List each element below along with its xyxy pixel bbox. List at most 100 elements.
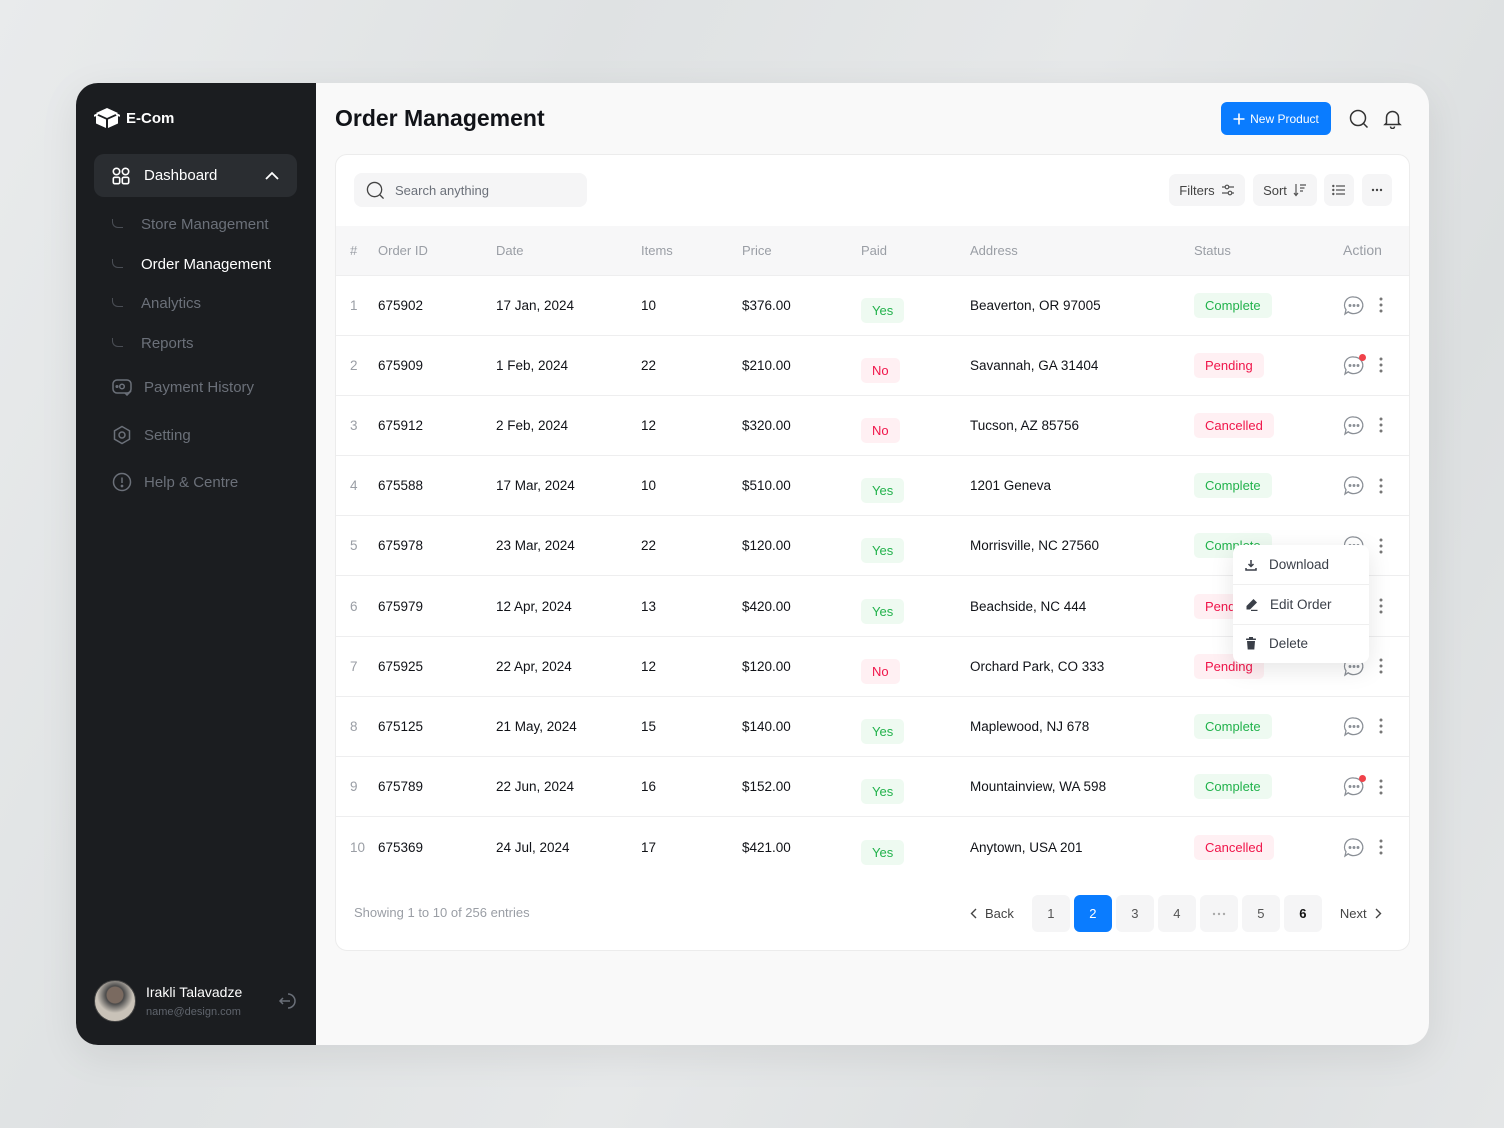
paid-badge: Yes bbox=[861, 839, 905, 865]
table-row[interactable]: 2 675909 1 Feb, 2024 22 $210.00 No Savannah, G… bbox=[336, 335, 1409, 395]
row-index: 9 bbox=[350, 779, 358, 795]
new-product-button[interactable]: New Product bbox=[1221, 102, 1331, 135]
kebab-menu-icon[interactable] bbox=[1379, 658, 1383, 674]
column-header-status[interactable]: Status bbox=[1194, 242, 1231, 258]
chat-icon[interactable] bbox=[1343, 716, 1365, 737]
sidebar-subitem-reports[interactable]: Reports bbox=[112, 324, 271, 364]
kebab-menu-icon[interactable] bbox=[1379, 417, 1383, 433]
sidebar-subitem-order-management[interactable]: Order Management bbox=[112, 245, 271, 285]
order-price: $120.00 bbox=[742, 658, 791, 674]
more-options-button[interactable] bbox=[1362, 174, 1392, 206]
kebab-menu-icon[interactable] bbox=[1379, 538, 1383, 554]
order-price: $210.00 bbox=[742, 357, 791, 373]
back-button[interactable]: Back bbox=[956, 906, 1028, 921]
table-row[interactable]: 3 675912 2 Feb, 2024 12 $320.00 No Tucson, AZ … bbox=[336, 395, 1409, 455]
chat-icon[interactable] bbox=[1343, 775, 1366, 797]
bell-icon[interactable] bbox=[1383, 109, 1402, 129]
order-id[interactable]: 675369 bbox=[378, 839, 424, 855]
order-items: 16 bbox=[641, 779, 657, 795]
menu-item-delete[interactable]: Delete bbox=[1233, 623, 1369, 663]
table-row[interactable]: 8 675125 21 May, 2024 15 $140.00 Yes Maplewood… bbox=[336, 696, 1409, 756]
list-view-button[interactable] bbox=[1324, 174, 1354, 206]
status-badge: Cancelled bbox=[1194, 412, 1274, 438]
order-id[interactable]: 675588 bbox=[378, 478, 424, 494]
order-id[interactable]: 675902 bbox=[378, 297, 424, 313]
table-row[interactable]: 4 675588 17 Mar, 2024 10 $510.00 Yes 1201 Gene… bbox=[336, 455, 1409, 516]
order-id[interactable]: 675979 bbox=[378, 598, 424, 614]
settings-icon bbox=[112, 425, 132, 445]
kebab-menu-icon[interactable] bbox=[1379, 598, 1383, 614]
order-id[interactable]: 675909 bbox=[378, 357, 424, 373]
page-button-2[interactable]: 2 bbox=[1073, 895, 1112, 932]
page-button-5[interactable]: 5 bbox=[1241, 895, 1280, 932]
order-items: 15 bbox=[641, 718, 657, 734]
status-badge: Complete bbox=[1194, 713, 1272, 739]
action-cell bbox=[1343, 395, 1409, 455]
paid-badge: Yes bbox=[861, 598, 905, 624]
page-button-1[interactable]: 1 bbox=[1031, 895, 1070, 932]
order-id[interactable]: 675925 bbox=[378, 658, 424, 674]
kebab-menu-icon[interactable] bbox=[1379, 779, 1383, 795]
row-index: 4 bbox=[350, 478, 358, 494]
sidebar-subitem-store-management[interactable]: Store Management bbox=[112, 205, 271, 245]
chat-icon[interactable] bbox=[1343, 295, 1365, 316]
sidebar-item-help-centre[interactable]: Help & Centre bbox=[112, 472, 238, 492]
menu-item-edit-order[interactable]: Edit Order bbox=[1233, 584, 1369, 623]
order-items: 10 bbox=[641, 297, 657, 313]
chevron-up-icon[interactable] bbox=[265, 171, 279, 180]
column-header-items[interactable]: Items bbox=[641, 242, 673, 258]
main-content: Order Management New Product Filters bbox=[316, 83, 1429, 1045]
brand[interactable]: E-Com bbox=[94, 107, 174, 129]
sidebar-item-dashboard[interactable]: Dashboard bbox=[94, 154, 297, 197]
sidebar-subitem-analytics[interactable]: Analytics bbox=[112, 284, 271, 324]
row-index: 7 bbox=[350, 658, 358, 674]
table-row[interactable]: 1 675902 17 Jan, 2024 10 $376.00 Yes Beaverton… bbox=[336, 275, 1409, 335]
menu-item-download[interactable]: Download bbox=[1233, 545, 1369, 584]
search-field[interactable] bbox=[354, 173, 587, 207]
menu-item-label: Edit Order bbox=[1270, 596, 1332, 612]
chat-icon[interactable] bbox=[1343, 353, 1366, 376]
paid-cell: Yes bbox=[861, 576, 970, 636]
row-index: 2 bbox=[350, 357, 358, 373]
back-label: Back bbox=[985, 906, 1014, 921]
column-header-date[interactable]: Date bbox=[496, 242, 524, 258]
sidebar-item-payment-history[interactable]: Payment History bbox=[112, 378, 254, 396]
sidebar-item-label: Help & Centre bbox=[144, 473, 239, 491]
chat-icon[interactable] bbox=[1343, 475, 1365, 496]
order-id[interactable]: 675978 bbox=[378, 538, 424, 554]
search-input[interactable] bbox=[395, 182, 565, 198]
page-button-4[interactable]: 4 bbox=[1157, 895, 1196, 932]
kebab-menu-icon[interactable] bbox=[1379, 297, 1383, 313]
kebab-menu-icon[interactable] bbox=[1379, 718, 1383, 734]
sidebar-item-label: Payment History bbox=[144, 378, 255, 396]
sidebar-item-setting[interactable]: Setting bbox=[112, 425, 191, 445]
order-price: $152.00 bbox=[742, 779, 791, 795]
column-header-order-id[interactable]: Order ID bbox=[378, 242, 428, 258]
search-icon[interactable] bbox=[1349, 109, 1369, 129]
kebab-menu-icon[interactable] bbox=[1379, 839, 1383, 855]
user-profile[interactable]: Irakli Talavadze name@design.com bbox=[94, 980, 299, 1022]
chat-icon[interactable] bbox=[1343, 415, 1365, 436]
logout-icon[interactable] bbox=[277, 991, 297, 1011]
sidebar: E-Com Dashboard Store Management Order M… bbox=[76, 83, 316, 1045]
kebab-menu-icon[interactable] bbox=[1379, 357, 1383, 373]
filters-button[interactable]: Filters bbox=[1169, 174, 1245, 206]
page-button-6[interactable]: 6 bbox=[1283, 895, 1322, 932]
sort-button[interactable]: Sort bbox=[1253, 174, 1317, 206]
order-id[interactable]: 675789 bbox=[378, 779, 424, 795]
order-id[interactable]: 675912 bbox=[378, 417, 424, 433]
table-row[interactable]: 9 675789 22 Jun, 2024 16 $152.00 Yes Mountainv… bbox=[336, 756, 1409, 817]
plus-icon bbox=[1233, 113, 1245, 125]
kebab-menu-icon[interactable] bbox=[1379, 478, 1383, 494]
table-row[interactable]: 10 675369 24 Jul, 2024 17 $421.00 Yes Anytown,… bbox=[336, 816, 1409, 877]
column-header-address[interactable]: Address bbox=[970, 242, 1018, 258]
column-header-paid[interactable]: Paid bbox=[861, 242, 888, 258]
order-id[interactable]: 675125 bbox=[378, 718, 424, 734]
sidebar-item-label: Dashboard bbox=[144, 167, 218, 184]
chat-icon[interactable] bbox=[1343, 837, 1365, 858]
next-button[interactable]: Next bbox=[1326, 906, 1396, 921]
page-button-3[interactable]: 3 bbox=[1115, 895, 1154, 932]
chevron-left-icon bbox=[970, 908, 977, 919]
table-row[interactable]: 7 675925 22 Apr, 2024 12 $120.00 No Orchard Pa… bbox=[336, 636, 1409, 696]
column-header-price[interactable]: Price bbox=[742, 242, 772, 258]
